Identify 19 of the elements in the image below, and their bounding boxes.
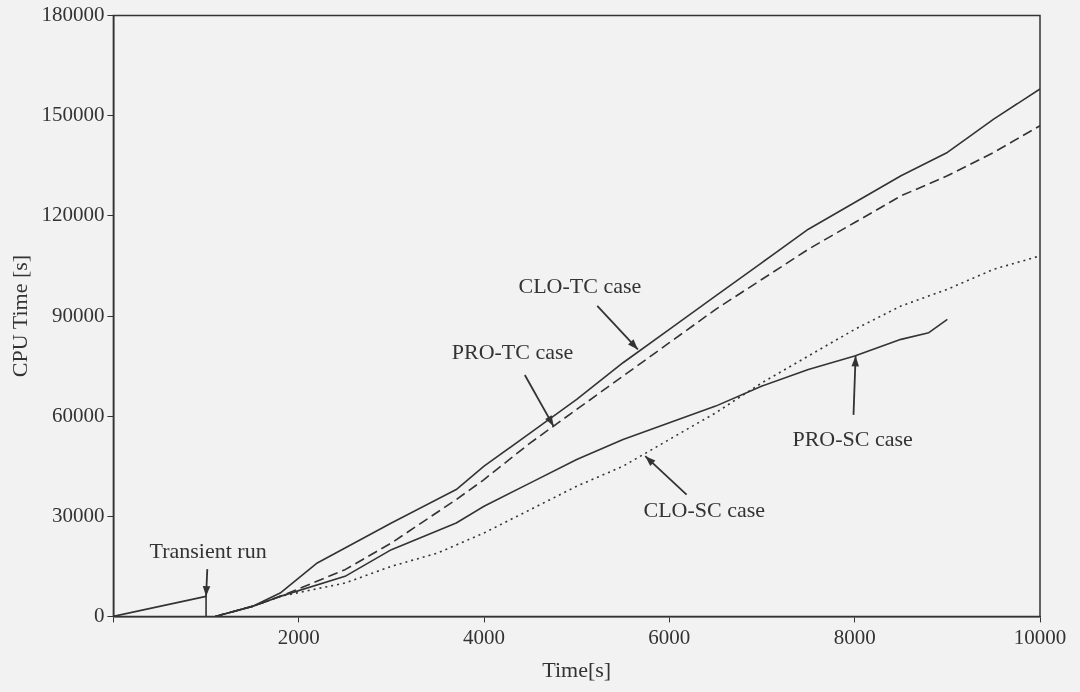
annotation: PRO-SC case — [792, 425, 913, 451]
y-tick-label: 150000 — [41, 102, 105, 127]
annotation: CLO-TC case — [518, 273, 642, 299]
annotation: PRO-TC case — [451, 338, 574, 364]
x-axis-title: Time[s] — [542, 656, 612, 682]
x-tick-label: 8000 — [833, 624, 876, 649]
annotation: CLO-SC case — [643, 496, 766, 522]
y-axis-title: CPU Time [s] — [6, 254, 32, 378]
y-tick-label: 0 — [93, 602, 105, 627]
x-tick-label: 6000 — [648, 624, 691, 649]
annotation: Transient run — [149, 538, 267, 564]
y-tick-label: 120000 — [41, 202, 105, 227]
y-tick-label: 30000 — [51, 502, 105, 527]
x-tick-label: 10000 — [1013, 624, 1067, 649]
x-tick-label: 4000 — [463, 624, 506, 649]
y-tick-label: 60000 — [51, 402, 105, 427]
y-tick-label: 180000 — [41, 2, 105, 27]
x-tick-label: 2000 — [277, 624, 320, 649]
y-tick-label: 90000 — [51, 302, 105, 327]
